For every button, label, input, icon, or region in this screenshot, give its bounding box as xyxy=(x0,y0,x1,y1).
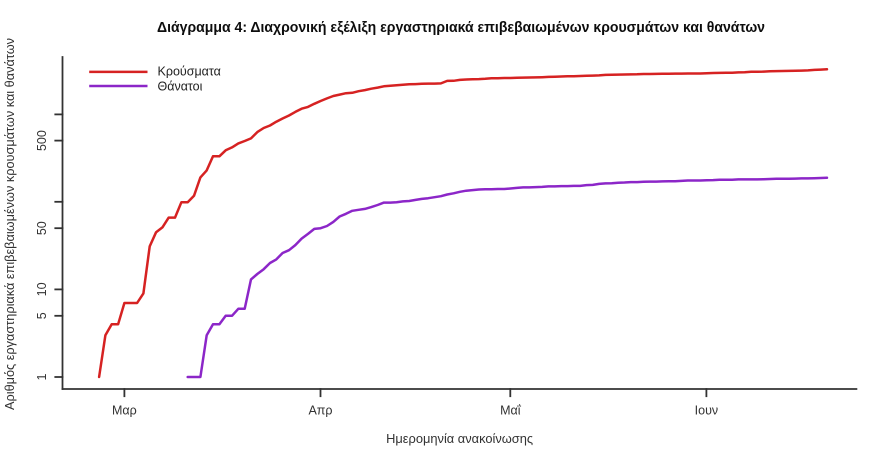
svg-text:Κρούσματα: Κρούσματα xyxy=(158,65,221,79)
svg-text:Ιουν: Ιουν xyxy=(695,404,719,418)
svg-text:5: 5 xyxy=(35,312,49,319)
svg-text:Απρ: Απρ xyxy=(308,404,332,418)
svg-text:Μαρ: Μαρ xyxy=(112,404,137,418)
svg-text:10: 10 xyxy=(35,282,49,296)
svg-text:Μαΐ: Μαΐ xyxy=(500,404,522,418)
svg-text:Θάνατοι: Θάνατοι xyxy=(158,79,203,93)
svg-text:Αριθμός εργαστηριακά επιβεβαιω: Αριθμός εργαστηριακά επιβεβαιωμένων κρου… xyxy=(3,38,17,410)
svg-text:500: 500 xyxy=(35,130,49,151)
svg-text:Διάγραμμα 4: Διαχρονική εξέλιξ: Διάγραμμα 4: Διαχρονική εξέλιξη εργαστηρ… xyxy=(157,19,765,36)
svg-text:Ημερομηνία ανακοίνωσης: Ημερομηνία ανακοίνωσης xyxy=(386,432,533,446)
svg-text:1: 1 xyxy=(35,373,49,380)
svg-text:50: 50 xyxy=(35,221,49,235)
